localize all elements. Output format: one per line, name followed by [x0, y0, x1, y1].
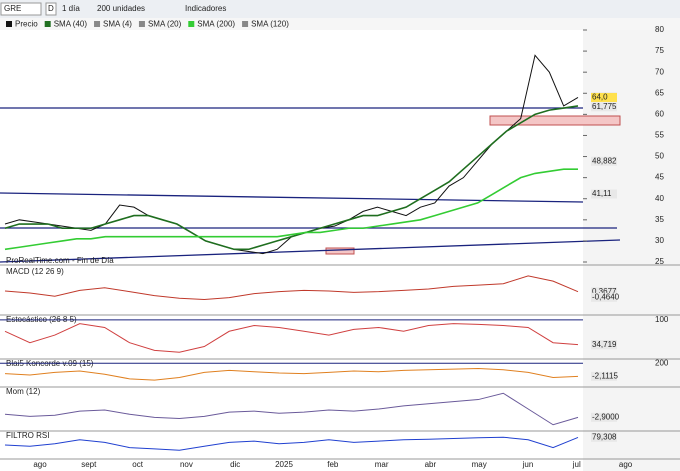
watermark: ProRealTime.com - Fin de Día — [6, 256, 114, 265]
y-tick-label: 80 — [655, 25, 664, 34]
value-tag-label: 61,775 — [592, 102, 617, 111]
series-line — [4, 392, 579, 426]
x-tick-label: abr — [425, 460, 437, 469]
series-line — [4, 436, 579, 451]
y-tick-label: 45 — [655, 173, 664, 182]
y-tick-label: 70 — [655, 67, 664, 76]
value-tag-label: 34,719 — [592, 340, 617, 349]
y-tick-label: 35 — [655, 215, 664, 224]
x-tick-label: dic — [230, 460, 240, 469]
y-tick-label: 50 — [655, 152, 664, 161]
value-tag-label: -2,9000 — [592, 412, 620, 421]
x-tick-label: mar — [375, 460, 389, 469]
panel-label: Mom (12) — [6, 387, 41, 396]
x-tick-label: feb — [327, 460, 339, 469]
units[interactable]: 200 unidades — [97, 4, 145, 13]
legend-swatch — [242, 21, 249, 27]
indicators[interactable]: Indicadores — [185, 4, 226, 13]
y-tick-label: 30 — [655, 236, 664, 245]
period[interactable]: 1 día — [62, 4, 80, 13]
series-line — [4, 323, 579, 353]
symbol-box[interactable] — [0, 2, 42, 16]
value-tag — [591, 92, 617, 102]
x-tick-label: 2025 — [275, 460, 293, 469]
value-tag — [591, 371, 617, 381]
mode[interactable]: D — [48, 4, 54, 13]
legend-swatch — [6, 21, 12, 27]
x-tick-label: jul — [572, 460, 581, 469]
value-tag-label: 79,308 — [592, 432, 617, 441]
x-tick-label: ago — [33, 460, 47, 469]
legend-swatch — [188, 21, 195, 27]
y-tick-label: 25 — [655, 257, 664, 266]
x-tick-label: nov — [180, 460, 193, 469]
legend-label: SMA (120) — [251, 20, 289, 29]
y-tick-label: 60 — [655, 109, 664, 118]
panel-label: MACD (12 26 9) — [6, 267, 64, 276]
mode-box[interactable] — [45, 2, 57, 16]
y-tick-label: 75 — [655, 46, 664, 55]
value-tag — [591, 432, 617, 442]
panel-label: FILTRO RSI — [6, 431, 49, 440]
value-tag-label: -2,1115 — [592, 371, 618, 380]
legend-swatch — [44, 21, 51, 27]
x-tick-label: oct — [132, 460, 143, 469]
legend-label: SMA (40) — [54, 20, 88, 29]
trend-line — [0, 192, 584, 203]
series-line — [4, 54, 579, 255]
value-tag — [591, 292, 617, 302]
symbol[interactable]: GRE — [4, 4, 21, 13]
toolbar — [0, 0, 680, 18]
value-tag — [591, 287, 617, 297]
x-tick-label: sept — [81, 460, 97, 469]
legend-label: SMA (20) — [148, 20, 182, 29]
zone — [325, 247, 355, 255]
y-tick-label: 40 — [655, 194, 664, 203]
value-tag-label: 0,3677 — [592, 287, 617, 296]
zone — [489, 115, 621, 126]
legend-swatch — [138, 21, 145, 27]
legend-label: SMA (4) — [103, 20, 132, 29]
value-tag-label: 48,882 — [592, 156, 617, 165]
value-tag — [591, 412, 617, 422]
series-line — [4, 275, 579, 301]
x-tick-label: ago — [619, 460, 633, 469]
legend-bar — [0, 18, 680, 30]
value-tag-label: 64,0 — [592, 93, 608, 102]
y-tick-label: 200 — [655, 358, 669, 367]
legend-label: SMA (200) — [197, 20, 235, 29]
series-line — [4, 367, 579, 381]
series-line — [4, 168, 578, 251]
value-tag — [591, 340, 617, 350]
value-tag-label: 41,11 — [592, 189, 612, 198]
y-tick-label: 55 — [655, 131, 664, 140]
x-tick-label: jun — [522, 460, 534, 469]
series-line — [4, 105, 579, 251]
x-tick-label: may — [472, 460, 487, 469]
value-tag — [591, 102, 617, 112]
value-tag — [591, 156, 617, 166]
trend-line — [0, 239, 621, 263]
legend-swatch — [94, 21, 101, 27]
y-tick-label: 65 — [655, 88, 664, 97]
value-tag — [591, 189, 617, 199]
y-tick-label: 100 — [655, 315, 669, 324]
legend-label: Precio — [15, 20, 38, 29]
value-tag-label: -0,4640 — [592, 292, 620, 301]
